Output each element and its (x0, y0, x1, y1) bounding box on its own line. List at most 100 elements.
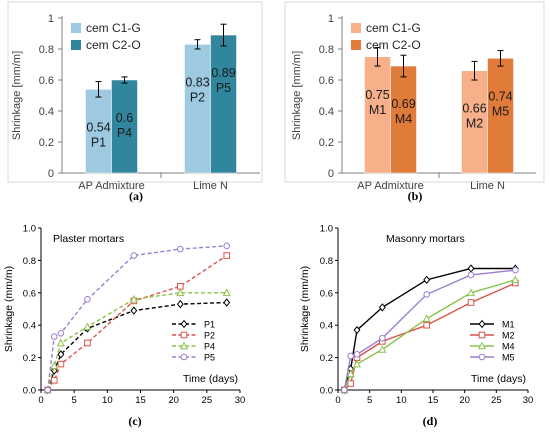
data-point-p5 (84, 295, 91, 303)
data-label: 0.74 M5 (488, 89, 512, 118)
legend-marker (478, 353, 486, 361)
series-p2 (44, 252, 231, 394)
data-point-p1 (130, 306, 138, 315)
x-axis-label: Time (days) (471, 373, 526, 385)
x-tick-label: 25 (491, 395, 502, 406)
error-bar (471, 60, 478, 81)
data-point-p4 (129, 294, 138, 303)
legend: cem C1-G cem C2-O (71, 21, 141, 52)
data-point-m5 (512, 266, 519, 274)
data-point-p2 (223, 252, 231, 259)
x-tick-label: 20 (168, 395, 179, 406)
line-chart-d: 0.0 0.2 0.4 0.6 0.8 1.0 0 5 10 15 20 25 30 Shrinkage … (299, 224, 533, 429)
y-tick-label: 0.0 (23, 386, 36, 397)
x-tick-label: 10 (396, 395, 407, 406)
data-label: 0.54 P1 (86, 120, 110, 149)
legend-marker (180, 319, 188, 329)
y-tick-label: 0.6 (39, 75, 54, 87)
data-point-p2 (177, 283, 184, 290)
legend-label: P1 (204, 320, 215, 330)
data-point-p5 (223, 242, 231, 250)
x-tick-label: Lime N (470, 180, 505, 192)
y-axis-label: Shrinkage [mm/m] (11, 51, 23, 140)
series-p4 (43, 288, 231, 394)
y-tick-label: 0.6 (319, 75, 334, 87)
y-tick-label: 0.4 (39, 106, 54, 118)
data-point-m5 (379, 334, 386, 342)
error-bar (374, 46, 381, 67)
y-tick-label: 0.2 (320, 353, 333, 364)
data-point-m4 (378, 345, 387, 353)
y-tick-label: 0.8 (23, 256, 36, 267)
data-point-m4 (466, 288, 476, 297)
data-point-m5 (423, 291, 430, 298)
legend-label: P4 (204, 342, 215, 352)
bar-cem-c2-o-1 (210, 34, 237, 174)
y-tick-label: 0.8 (320, 256, 333, 267)
y-tick-label: 0.4 (23, 321, 36, 332)
data-point-p1 (176, 299, 184, 309)
y-axis-label: Shrinkage (mm/m) (299, 266, 311, 352)
y-tick-label: 1.0 (320, 224, 333, 235)
x-tick-label: 0 (335, 395, 340, 406)
y-tick-label: 0 (48, 168, 54, 180)
data-point-m2 (423, 321, 430, 329)
data-point-p5 (50, 333, 58, 340)
x-tick-label: 30 (235, 395, 246, 406)
data-point-m1 (423, 275, 431, 285)
bar-cem-c1-g-1 (461, 70, 488, 174)
series-p5 (44, 242, 231, 394)
x-tick-label: 5 (367, 395, 372, 406)
data-point-m1 (467, 264, 475, 273)
bar-chart-b: 0 0.2 0.4 0.6 0.8 1 Shrinkage [mm/m] AP Admixtu… (284, 1, 545, 203)
legend-label: cem C2-O (86, 38, 141, 52)
y-tick-label: 0.0 (320, 386, 333, 397)
chart-frame (7, 1, 263, 183)
bar-chart-a: 0 0.2 0.4 0.6 0.8 1 Shrinkage [mm/m] AP Admixtu… (7, 1, 263, 203)
legend: cem C1-G cem C2-O (351, 21, 421, 52)
data-point-m2 (347, 380, 354, 387)
legend-swatch (71, 40, 81, 50)
legend-marker (477, 341, 487, 350)
data-point-p5 (57, 330, 65, 337)
data-point-p4 (50, 361, 59, 369)
data-point-p5 (177, 245, 184, 253)
data-point-p4 (83, 322, 92, 331)
y-tick-label: 1.0 (23, 224, 36, 235)
y-tick-label: 0 (328, 168, 334, 180)
bar-cem-c1-g-0 (364, 56, 391, 174)
y-tick-label: 0.2 (39, 137, 54, 149)
data-label: 0.89 P5 (211, 66, 235, 95)
x-tick-label: 15 (428, 395, 439, 406)
figure-caption: (c) (128, 414, 141, 428)
bar-cem-c2-o-0 (390, 65, 417, 174)
data-point-m4 (352, 359, 362, 368)
legend-swatch (351, 40, 361, 50)
x-tick-label: 5 (72, 395, 77, 406)
y-tick-label: 0.4 (320, 321, 333, 332)
y-tick-label: 0.2 (23, 353, 36, 364)
data-point-m1 (378, 303, 386, 312)
data-point-m4 (422, 314, 431, 323)
legend-swatch (71, 23, 81, 33)
series-m5 (341, 266, 519, 394)
data-point-m5 (353, 351, 361, 358)
line-chart-c: 0.0 0.2 0.4 0.6 0.8 1.0 0 5 10 15 20 25 30 Shrinkage … (3, 224, 245, 429)
y-axis-label: Shrinkage [mm/m] (291, 51, 303, 140)
data-label: 0.75 M1 (365, 88, 389, 117)
chart-frame (284, 1, 545, 183)
data-point-p2 (50, 376, 58, 384)
data-point-p4 (222, 288, 231, 297)
error-bar (95, 81, 102, 98)
legend-marker (180, 331, 188, 339)
legend-marker (179, 341, 189, 350)
legend-marker (478, 331, 486, 339)
data-point-p1 (223, 298, 231, 307)
bar-cem-c2-o-0 (111, 79, 138, 174)
x-tick-label: Lime N (193, 180, 228, 192)
y-tick-label: 0.6 (23, 288, 36, 299)
legend-label: cem C2-O (366, 38, 421, 52)
legend-label: cem C1-G (366, 21, 421, 35)
